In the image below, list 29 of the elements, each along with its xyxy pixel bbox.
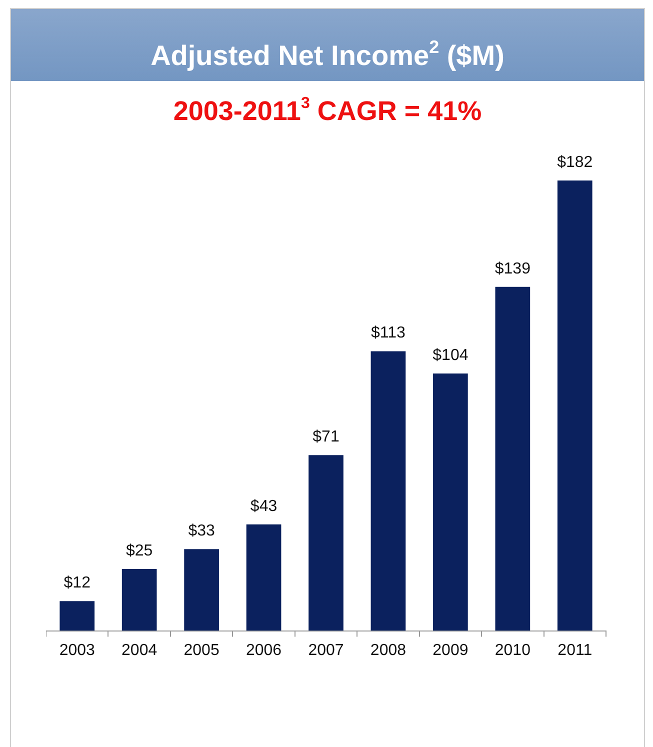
bar <box>60 601 95 631</box>
bar <box>557 180 592 631</box>
x-tick-label: 2011 <box>558 642 592 659</box>
data-label: $113 <box>371 324 406 342</box>
data-label: $33 <box>188 522 215 540</box>
data-label: $104 <box>432 346 468 364</box>
bar <box>308 455 344 631</box>
data-label: $139 <box>494 260 531 278</box>
x-tick-label: 2009 <box>432 642 468 659</box>
x-tick-label: 2003 <box>59 642 96 659</box>
chart-subtitle: 2003-2011$^{3}$ CAGR = 41% <box>172 95 483 127</box>
bar <box>122 568 157 631</box>
bar <box>495 286 530 631</box>
bar <box>433 373 468 631</box>
data-label: $12 <box>64 574 91 592</box>
x-tick-label: 2004 <box>122 642 158 659</box>
x-tick-label: 2008 <box>370 642 406 659</box>
bar <box>184 549 219 631</box>
x-tick-label: 2010 <box>494 642 531 659</box>
data-label: $43 <box>250 498 278 515</box>
chart-title: Adjusted Net Income$^{2}$ ($M) <box>11 9 644 81</box>
x-tick-label: 2007 <box>308 642 344 659</box>
bar <box>370 351 406 631</box>
x-tick-label: 2006 <box>246 642 282 659</box>
x-tick-label: 2005 <box>184 642 220 659</box>
bar <box>246 524 282 631</box>
data-label: $182 <box>557 154 593 171</box>
data-label: $25 <box>126 542 153 560</box>
data-label: $71 <box>312 428 340 446</box>
